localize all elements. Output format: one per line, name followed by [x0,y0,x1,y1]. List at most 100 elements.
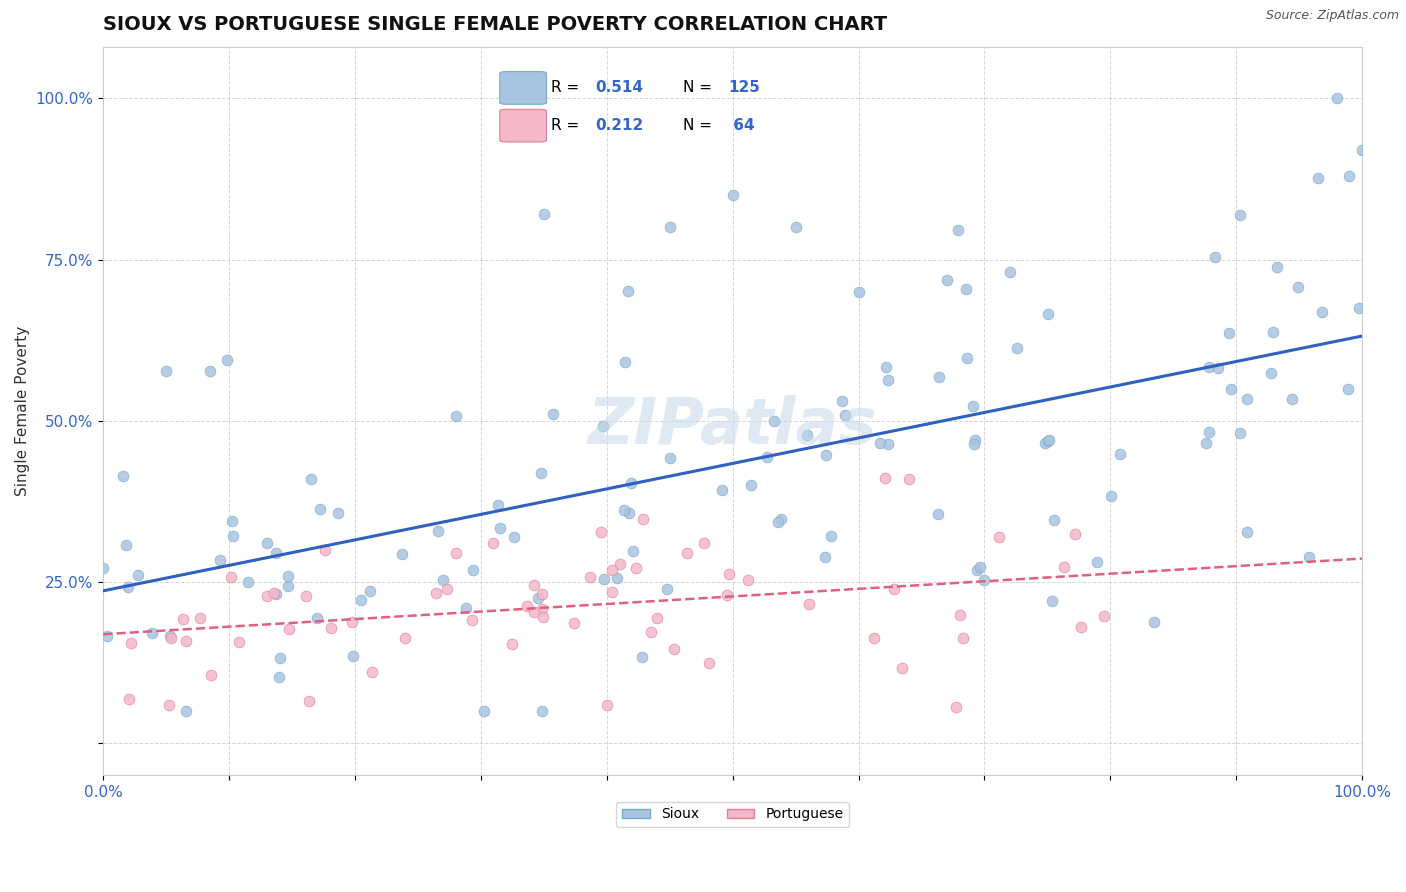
Point [1038,433,1060,447]
Point [620,476,643,491]
Point [326,506,349,520]
Point [963,433,986,447]
Point [160,632,183,646]
Point [190,611,212,625]
Point [1204,250,1226,264]
Point [486,498,509,512]
Point [949,607,972,622]
Point [891,661,914,675]
Point [228,635,250,649]
Point [264,546,287,560]
Point [578,570,600,584]
Point [877,436,900,450]
Point [1337,382,1360,396]
Point [1036,307,1059,321]
Point [120,636,142,650]
Point [640,624,662,639]
Point [1040,594,1063,608]
Point [269,651,291,665]
Point [342,648,364,663]
Point [936,273,959,287]
Text: SIOUX VS PORTUGUESE SINGLE FEMALE POVERTY CORRELATION CHART: SIOUX VS PORTUGUESE SINGLE FEMALE POVERT… [103,15,887,34]
Point [955,282,977,296]
Point [966,563,988,577]
Point [869,436,891,450]
Point [523,577,546,591]
Point [340,615,363,629]
Point [117,580,139,594]
Point [658,451,681,466]
Point [394,631,416,645]
Point [711,483,734,497]
Point [1085,556,1108,570]
Point [562,615,585,630]
Point [208,553,231,567]
Point [1143,615,1166,629]
Point [221,570,243,584]
Point [1038,434,1060,448]
Point [834,409,856,423]
Point [503,530,526,544]
Point [1286,280,1309,294]
Point [592,573,614,587]
Point [446,409,468,423]
Point [945,700,967,714]
Point [600,585,623,599]
Point [664,642,686,657]
Point [624,561,647,575]
Point [1053,560,1076,574]
Point [796,428,818,442]
Point [305,611,328,625]
Point [461,563,484,577]
Point [617,285,640,299]
Point [267,670,290,684]
Point [1263,325,1285,339]
Point [697,656,720,670]
Point [278,622,301,636]
Point [962,399,984,413]
Point [1099,489,1122,503]
Point [96,629,118,643]
Point [755,450,778,465]
Point [277,579,299,593]
Point [361,665,384,680]
Point [814,448,837,462]
Point [314,543,336,558]
Point [172,612,194,626]
Point [600,564,623,578]
Point [461,613,484,627]
Point [1033,436,1056,450]
Point [716,588,738,602]
Point [221,514,243,528]
Point [299,472,322,486]
Point [969,559,991,574]
Point [1195,436,1218,450]
Point [814,549,837,564]
Point [501,637,523,651]
Point [766,515,789,529]
Point [658,220,681,235]
Point [295,589,318,603]
Point [157,698,180,713]
Point [530,467,553,481]
Point [609,557,631,571]
Point [263,586,285,600]
Point [266,587,288,601]
Text: Source: ZipAtlas.com: Source: ZipAtlas.com [1265,9,1399,22]
Point [763,414,786,428]
Point [112,469,135,483]
Point [875,471,897,485]
Point [530,602,553,616]
Point [1229,208,1251,222]
Point [952,631,974,645]
Point [1236,392,1258,406]
Point [693,536,716,550]
Point [533,207,555,221]
Point [176,704,198,718]
Point [1218,326,1240,341]
Point [309,502,332,516]
Point [655,582,678,596]
Point [1063,527,1085,541]
Point [797,597,820,611]
Point [454,601,477,615]
